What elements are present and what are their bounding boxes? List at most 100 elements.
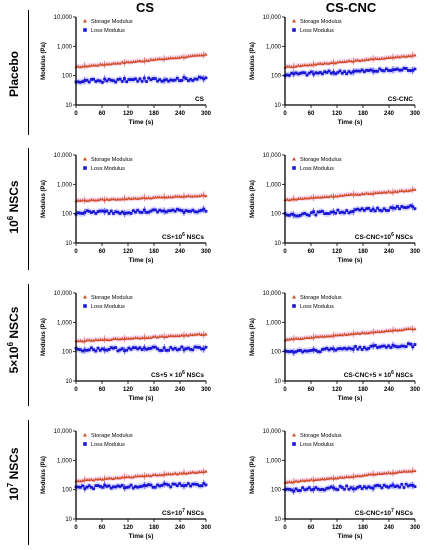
data-point	[321, 348, 324, 351]
data-point	[327, 486, 331, 490]
data-point	[285, 487, 289, 491]
data-point	[285, 337, 289, 341]
data-point	[397, 469, 402, 473]
data-point	[180, 484, 184, 487]
data-point	[182, 470, 186, 474]
data-point	[85, 338, 89, 342]
chart-panel-8: 10 100 1,000 10,000 0 60 120 180 240 300 Time (s) M…	[250, 429, 421, 540]
legend-storage-label: Storage Modulus	[300, 433, 342, 439]
data-point	[103, 198, 107, 202]
data-point	[387, 69, 390, 72]
data-point	[202, 207, 206, 211]
data-point	[87, 348, 91, 352]
data-point	[186, 79, 190, 83]
data-point	[138, 346, 142, 350]
data-point	[395, 328, 399, 332]
data-point	[96, 210, 100, 213]
data-point	[310, 349, 313, 352]
data-point	[120, 347, 124, 351]
data-point	[90, 346, 93, 350]
series-loss-modulus	[283, 65, 417, 80]
data-point	[175, 56, 179, 60]
data-point	[373, 69, 377, 73]
data-point	[109, 486, 113, 490]
series-loss-modulus	[74, 343, 208, 355]
data-point	[191, 348, 195, 352]
legend-storage-label: Storage Modulus	[91, 433, 133, 439]
data-point	[191, 194, 195, 198]
data-point	[131, 209, 135, 213]
data-point	[140, 79, 144, 83]
data-point	[294, 487, 298, 491]
data-point	[325, 71, 329, 74]
data-point	[166, 195, 171, 199]
data-point	[406, 205, 410, 209]
data-point	[340, 60, 344, 64]
data-point	[384, 190, 388, 194]
data-point	[123, 77, 126, 80]
data-point	[389, 190, 393, 194]
data-point	[409, 483, 412, 487]
data-point	[134, 210, 137, 214]
legend: Storage Modulus Loss Modulus	[83, 19, 133, 34]
data-point	[149, 483, 153, 487]
data-point	[391, 68, 395, 72]
x-tick-label: 240	[175, 525, 186, 531]
data-point	[373, 209, 377, 213]
data-point	[169, 485, 173, 489]
data-point	[92, 77, 96, 81]
data-point	[116, 337, 120, 341]
data-point	[79, 485, 82, 489]
data-point	[123, 349, 126, 353]
chart-panel-7: 10 100 1,000 10,000 0 60 120 180 240 300 Time (s) M…	[41, 429, 212, 540]
data-point	[413, 343, 417, 346]
row-divider-2	[28, 148, 29, 270]
data-point	[389, 471, 393, 475]
data-point	[395, 205, 399, 208]
data-point	[153, 195, 157, 199]
data-point	[323, 195, 327, 199]
data-point	[393, 328, 397, 332]
data-point	[195, 483, 199, 486]
x-tick-label: 120	[123, 525, 134, 531]
data-point	[173, 471, 177, 475]
data-point	[323, 488, 327, 492]
data-point	[404, 206, 408, 209]
data-point	[384, 67, 388, 71]
data-point	[85, 209, 89, 213]
y-tick-label: 100	[62, 212, 73, 218]
data-point	[309, 195, 314, 199]
data-point	[195, 194, 199, 198]
data-point	[107, 476, 111, 480]
data-point	[351, 332, 355, 336]
data-point	[318, 195, 322, 199]
data-point	[360, 348, 364, 351]
data-point	[145, 484, 148, 488]
data-point	[89, 63, 94, 67]
data-point	[369, 191, 373, 195]
x-tick-label: 120	[332, 111, 343, 117]
data-point	[116, 210, 120, 214]
data-point	[87, 64, 91, 68]
panel-label: CS-CNC	[388, 96, 414, 103]
data-point	[142, 346, 146, 350]
x-axis-label: Time (s)	[338, 395, 363, 402]
data-point	[92, 487, 96, 491]
x-tick-label: 0	[283, 387, 287, 393]
data-point	[109, 78, 113, 82]
data-point	[90, 211, 93, 214]
data-point	[411, 327, 415, 331]
data-point	[191, 79, 195, 82]
data-point	[312, 72, 316, 76]
data-point	[145, 211, 148, 214]
panel-label: CS-CNC+5 × 106 NSCs	[344, 370, 414, 379]
data-point	[94, 349, 98, 353]
data-point	[391, 206, 395, 210]
data-point	[371, 344, 375, 348]
data-point	[351, 347, 355, 351]
data-point	[323, 61, 327, 65]
chart-panel-2: 10 100 1,000 10,000 0 60 120 180 240 300 Time (s) M…	[250, 15, 421, 126]
data-point	[386, 470, 391, 474]
data-point	[94, 63, 98, 67]
data-point	[384, 208, 388, 212]
